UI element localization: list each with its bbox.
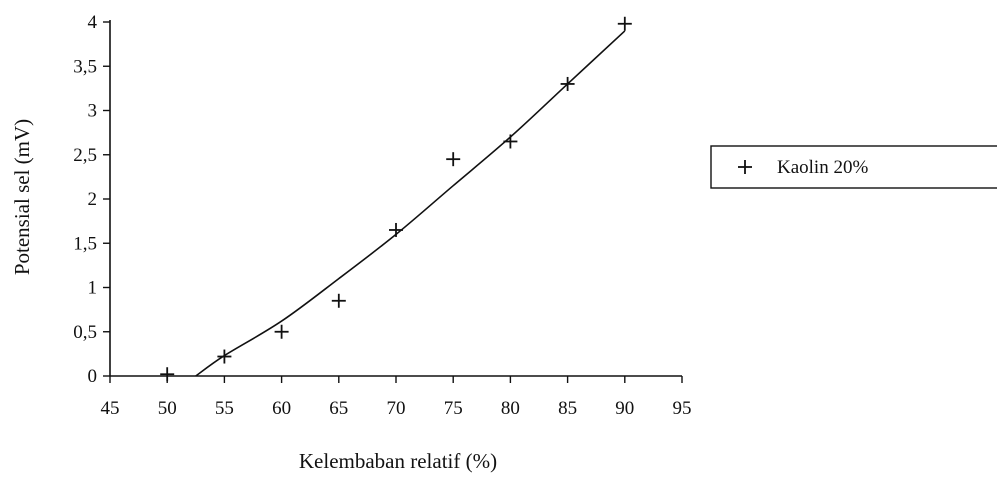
axes (109, 20, 682, 377)
data-point (217, 349, 232, 364)
x-axis-tick-labels: 45 50 55 60 65 70 75 80 85 90 95 (101, 398, 692, 419)
data-points (160, 16, 632, 382)
data-point (560, 76, 575, 91)
y-tick-label: 3 (88, 101, 98, 122)
y-axis-tick-labels: 0 0,5 1 1,5 2 2,5 3 3,5 4 (73, 12, 97, 387)
legend-box (710, 145, 997, 189)
x-tick-label: 50 (158, 398, 177, 419)
data-point (389, 222, 403, 237)
x-axis-title: Kelembaban relatif (%) (299, 449, 497, 473)
x-tick-label: 75 (444, 398, 463, 419)
data-point (331, 293, 346, 308)
y-axis-ticks (103, 21, 110, 377)
data-point (274, 324, 289, 339)
x-tick-label: 60 (272, 398, 291, 419)
y-tick-label: 0 (88, 366, 98, 387)
y-tick-label: 1,5 (73, 233, 97, 254)
x-tick-label: 90 (615, 398, 634, 419)
x-tick-label: 65 (329, 398, 348, 419)
y-tick-label: 4 (88, 12, 98, 33)
data-point (617, 16, 632, 31)
x-tick-label: 95 (673, 398, 692, 419)
data-point (446, 152, 461, 167)
trendline (195, 30, 626, 377)
x-axis-ticks (109, 376, 683, 383)
y-tick-label: 3,5 (73, 56, 97, 77)
legend-marker (738, 160, 752, 174)
legend: Kaolin 20% (710, 145, 997, 189)
y-axis-title: Potensial sel (mV) (10, 119, 34, 275)
y-tick-label: 2 (88, 189, 98, 210)
legend-label: Kaolin 20% (777, 157, 868, 178)
x-tick-label: 55 (215, 398, 234, 419)
x-tick-label: 45 (101, 398, 120, 419)
legend-plus-icon (738, 160, 752, 174)
x-tick-label: 85 (558, 398, 577, 419)
data-point (160, 367, 175, 382)
y-tick-label: 1 (88, 278, 98, 299)
x-tick-label: 80 (501, 398, 520, 419)
x-tick-label: 70 (387, 398, 406, 419)
data-point (503, 134, 518, 149)
y-tick-label: 2,5 (73, 145, 97, 166)
y-tick-label: 0,5 (73, 322, 97, 343)
